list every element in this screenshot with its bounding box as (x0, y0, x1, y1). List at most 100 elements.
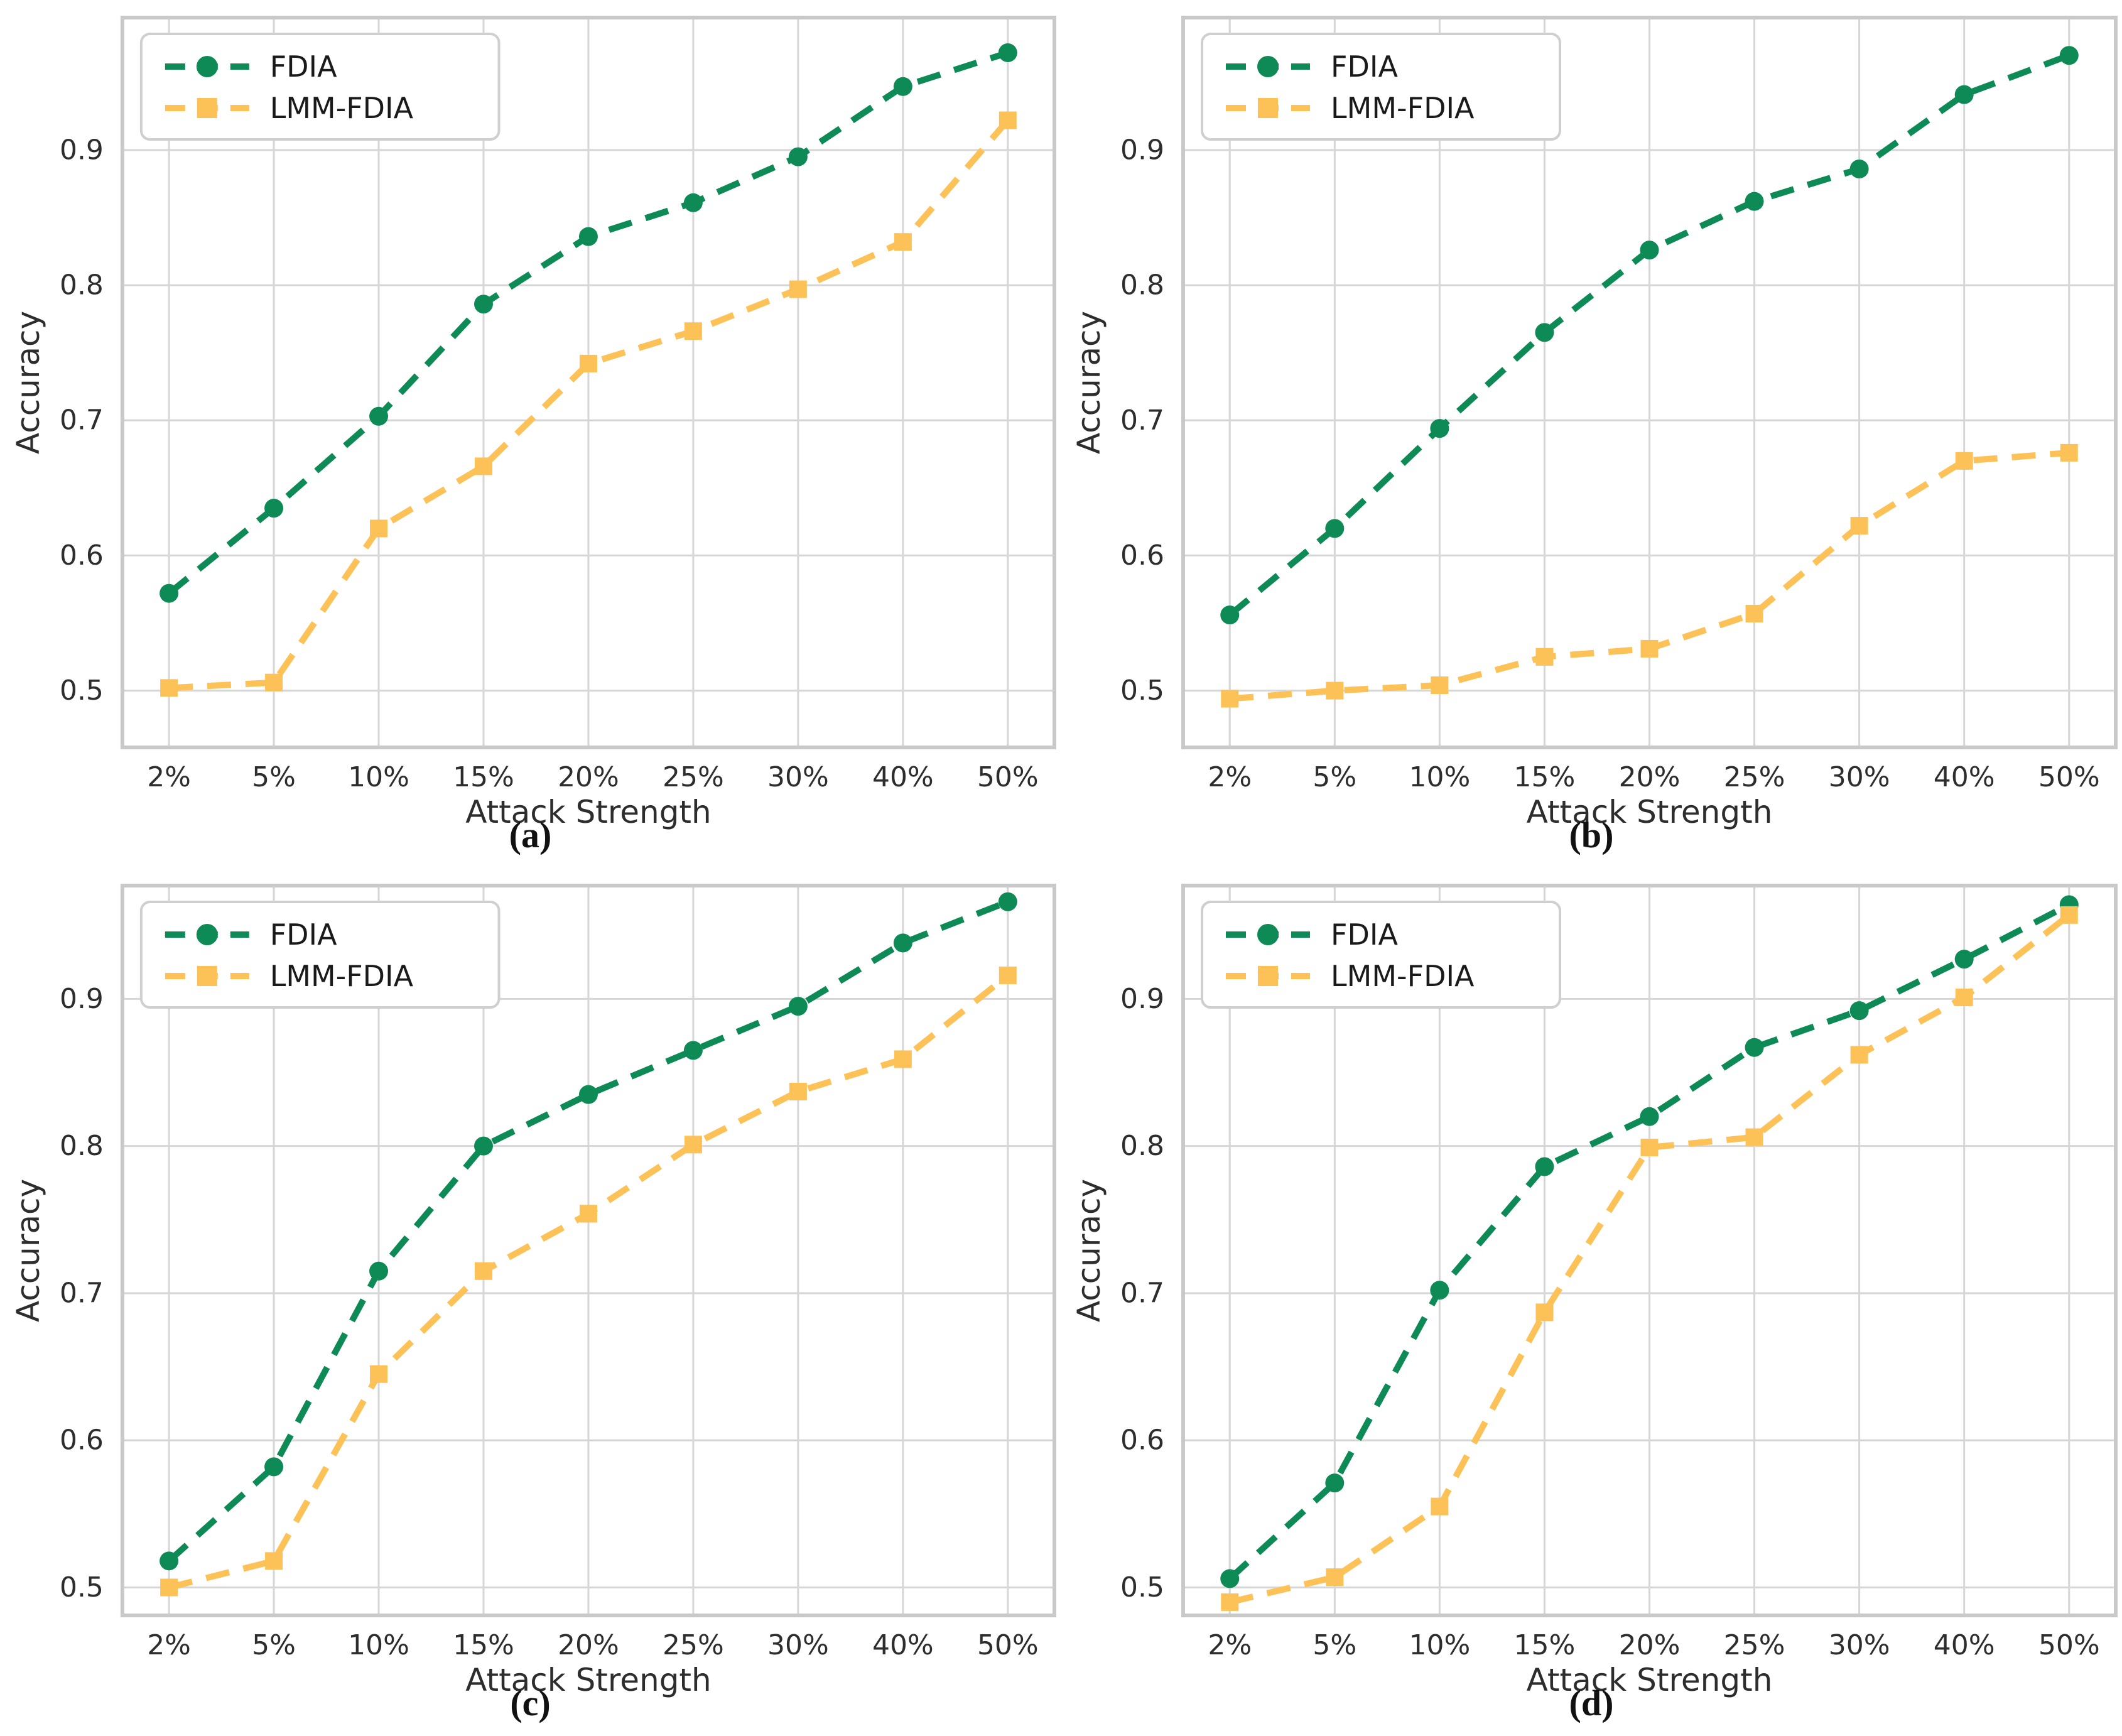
fdia-marker (160, 1551, 179, 1571)
line-chart-c: 0.5 0.6 0.7 0.8 0.9 2% 5% 10% 15% 20% 25% 30% 40% 50%… (10, 884, 1057, 1698)
chart-caption-a: (a) (509, 815, 552, 855)
y-tick-label: 0.9 (60, 134, 104, 166)
legend-lmm-fdia-square-icon (197, 966, 217, 986)
plot-spine (1181, 884, 2118, 1617)
legend-label-fdia: FDIA (270, 918, 337, 952)
x-tick-label: 50% (977, 761, 1039, 793)
legend-label-lmm-fdia: LMM-FDIA (270, 91, 414, 125)
lmm-fdia-marker (1221, 1593, 1239, 1611)
x-tick-label: 30% (767, 761, 829, 793)
x-tick-label: 10% (348, 761, 409, 793)
lmm-fdia-marker (999, 111, 1017, 129)
lmm-fdia-marker (579, 354, 597, 372)
legend-label-lmm-fdia: LMM-FDIA (1331, 959, 1475, 993)
chart-caption-c: (c) (510, 1683, 551, 1723)
lmm-fdia-marker (684, 322, 702, 340)
chart-panel-d: 0.5 0.6 0.7 0.8 0.9 2% 5% 10% 15% 20% 25% 30% 40% 50%… (1061, 868, 2122, 1736)
lmm-fdia-marker (160, 1578, 178, 1597)
lmm-fdia-marker (160, 679, 178, 697)
y-tick-label: 0.6 (60, 1424, 104, 1457)
legend-box (139, 901, 501, 1009)
chart-caption-b: (b) (1569, 815, 1614, 855)
lmm-fdia-marker (1221, 690, 1239, 708)
legend-lmm-fdia-square-icon (1258, 966, 1278, 986)
fdia-marker (264, 1457, 284, 1477)
legend-box (1201, 901, 1561, 1009)
fdia-marker (578, 227, 598, 246)
fdia-marker (578, 1085, 598, 1104)
x-tick-label: 20% (1619, 761, 1681, 793)
lmm-fdia-marker (1431, 1497, 1449, 1516)
fdia-marker (788, 147, 808, 166)
lmm-fdia-marker (1955, 989, 1973, 1007)
legend-label-fdia: FDIA (1331, 918, 1398, 952)
x-tick-label: 15% (453, 761, 514, 793)
fdia-line (166, 899, 1009, 1564)
lmm-fdia-marker (1326, 1568, 1344, 1587)
fdia-marker (788, 997, 808, 1016)
fdia-marker (1640, 241, 1659, 260)
fdia-marker (160, 583, 179, 603)
lmm-fdia-marker (1745, 604, 1763, 622)
y-tick-label: 0.6 (60, 540, 104, 572)
x-tick-label: 5% (1313, 1629, 1356, 1661)
x-tick-label: 2% (1208, 1629, 1252, 1661)
line-chart-b: 0.5 0.6 0.7 0.8 0.9 2% 5% 10% 15% 20% 25% 30% 40% 50%… (1071, 16, 2118, 830)
x-tick-label: 2% (147, 1629, 191, 1661)
fdia-marker (1430, 419, 1449, 438)
legend-label-fdia: FDIA (270, 50, 337, 84)
x-tick-label: 2% (1208, 761, 1252, 793)
x-tick-label: 40% (872, 761, 934, 793)
lmm-fdia-marker (265, 673, 283, 692)
lmm-fdia-marker (474, 1262, 492, 1280)
fdia-marker (1954, 950, 1974, 969)
y-tick-label: 0.5 (1120, 1571, 1164, 1603)
fdia-marker (1325, 1473, 1345, 1493)
lmm-fdia-marker (1850, 517, 1868, 535)
legend-label-fdia: FDIA (1331, 50, 1398, 84)
y-tick-label: 0.7 (1120, 1277, 1164, 1309)
legend-box (139, 33, 501, 141)
fdia-line (1227, 902, 2071, 1581)
x-tick-label: 20% (558, 1629, 619, 1661)
x-tick-label: 5% (252, 1629, 296, 1661)
lmm-fdia-marker (370, 519, 388, 538)
lmm-fdia-marker (1535, 1303, 1554, 1321)
lmm-fdia-marker (1640, 639, 1659, 658)
x-tick-label: 5% (252, 761, 296, 793)
x-tick-label: 5% (1313, 761, 1356, 793)
legend-fdia-circle-icon (196, 924, 218, 945)
x-tick-label: 40% (1934, 761, 1995, 793)
x-tick-label: 30% (1829, 1629, 1890, 1661)
lmm-fdia-marker (370, 1365, 388, 1383)
chart-caption-d: (d) (1569, 1683, 1614, 1723)
fdia-marker (683, 193, 703, 212)
lmm-fdia-marker (894, 233, 912, 251)
lmm-fdia-marker (2060, 906, 2078, 924)
y-tick-label: 0.8 (1120, 1130, 1164, 1162)
y-tick-label: 0.5 (1120, 675, 1164, 707)
lmm-fdia-marker (579, 1205, 597, 1223)
x-tick-label: 50% (977, 1629, 1039, 1661)
y-tick-label: 0.9 (1120, 983, 1164, 1015)
fdia-marker (1220, 1569, 1240, 1588)
plot-spine (120, 884, 1057, 1617)
y-tick-label: 0.7 (60, 404, 104, 437)
fdia-marker (369, 1261, 389, 1281)
line-chart-a: 0.5 0.6 0.7 0.8 0.9 2% 5% 10% 15% 20% 25% 30% 40% 50%… (10, 16, 1057, 830)
fdia-marker (1849, 1001, 1869, 1021)
chart-panel-c: 0.5 0.6 0.7 0.8 0.9 2% 5% 10% 15% 20% 25% 30% 40% 50%… (0, 868, 1061, 1736)
x-tick-label: 15% (1514, 761, 1576, 793)
fdia-marker (1535, 323, 1554, 342)
plot-spine (120, 16, 1057, 749)
x-tick-label: 50% (2038, 1629, 2100, 1661)
y-tick-label: 0.7 (1120, 404, 1164, 437)
x-tick-label: 20% (558, 761, 619, 793)
y-tick-label: 0.5 (60, 675, 104, 707)
y-tick-label: 0.6 (1120, 1424, 1164, 1457)
y-tick-label: 0.9 (1120, 134, 1164, 166)
x-tick-label: 15% (453, 1629, 514, 1661)
lmm-fdia-line (1229, 912, 2071, 1605)
y-tick-label: 0.7 (60, 1277, 104, 1309)
